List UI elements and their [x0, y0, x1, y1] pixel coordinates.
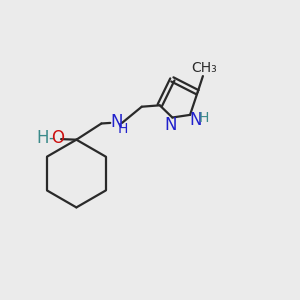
Text: O: O	[51, 129, 64, 147]
Text: H: H	[118, 122, 128, 136]
Text: H: H	[199, 111, 209, 125]
Text: N: N	[189, 111, 202, 129]
Text: H: H	[36, 129, 48, 147]
Text: N: N	[110, 113, 123, 131]
Text: N: N	[165, 116, 177, 134]
Text: -: -	[48, 129, 54, 147]
Text: CH₃: CH₃	[191, 61, 217, 75]
